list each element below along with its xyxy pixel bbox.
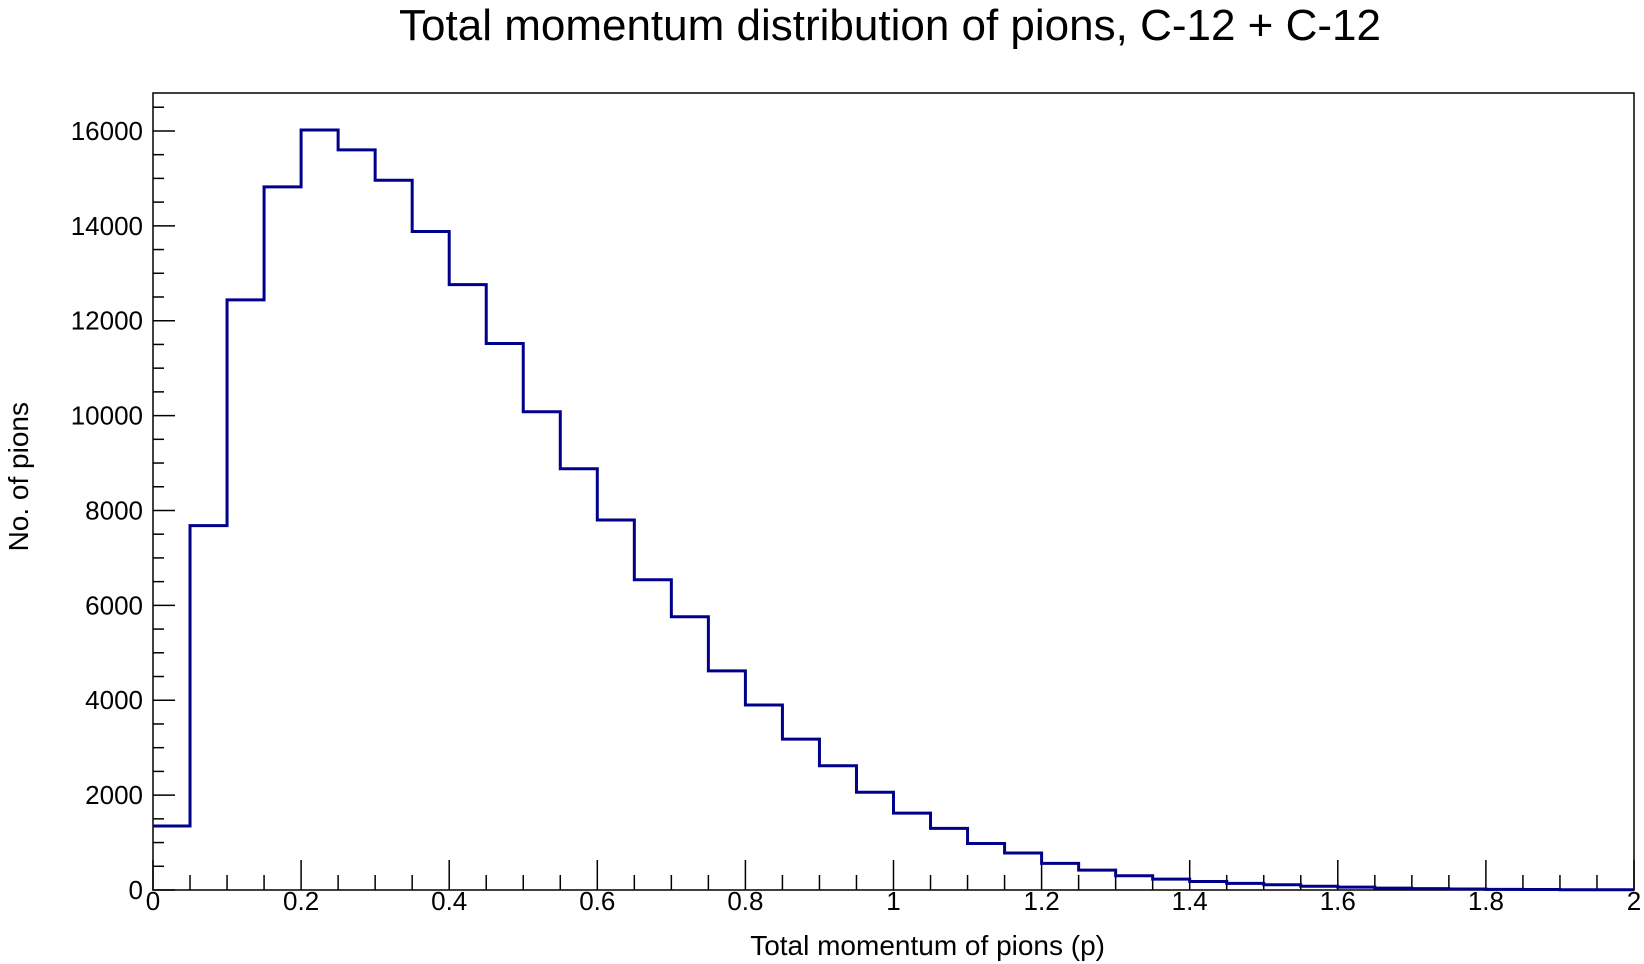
x-tick-label: 1.4 xyxy=(1172,886,1208,916)
y-tick-label: 6000 xyxy=(85,590,143,620)
x-tick-label: 0.8 xyxy=(727,886,763,916)
histogram-line xyxy=(153,128,1634,892)
x-tick-label: 2 xyxy=(1627,886,1641,916)
x-tick-labels: 0 0.2 0.4 0.6 0.8 1 1.2 1.4 1.6 1.8 2 xyxy=(146,886,1641,916)
y-tick-label: 12000 xyxy=(71,306,143,336)
chart-title: Total momentum distribution of pions, C-… xyxy=(399,1,1381,50)
y-tick-label: 8000 xyxy=(85,495,143,525)
axis-ticks xyxy=(152,106,1635,891)
y-tick-label: 10000 xyxy=(71,401,143,431)
y-axis-label: No. of pions xyxy=(3,402,34,551)
x-tick-label: 1.8 xyxy=(1468,886,1504,916)
y-tick-label: 14000 xyxy=(71,211,143,241)
x-tick-label: 0.2 xyxy=(283,886,319,916)
y-tick-label: 0 xyxy=(129,875,143,905)
y-tick-label: 16000 xyxy=(71,116,143,146)
y-tick-labels: 0 2000 4000 6000 8000 10000 12000 14000 16000 xyxy=(71,116,143,905)
y-tick-label: 2000 xyxy=(85,780,143,810)
x-tick-label: 1.6 xyxy=(1320,886,1356,916)
x-tick-label: 0.4 xyxy=(431,886,467,916)
x-axis-label: Total momentum of pions (p) xyxy=(750,930,1105,961)
y-tick-label: 4000 xyxy=(85,685,143,715)
plot-frame xyxy=(152,92,1635,891)
x-tick-label: 1 xyxy=(886,886,900,916)
x-tick-label: 0.6 xyxy=(579,886,615,916)
x-tick-label: 1.2 xyxy=(1024,886,1060,916)
x-tick-label: 0 xyxy=(146,886,160,916)
